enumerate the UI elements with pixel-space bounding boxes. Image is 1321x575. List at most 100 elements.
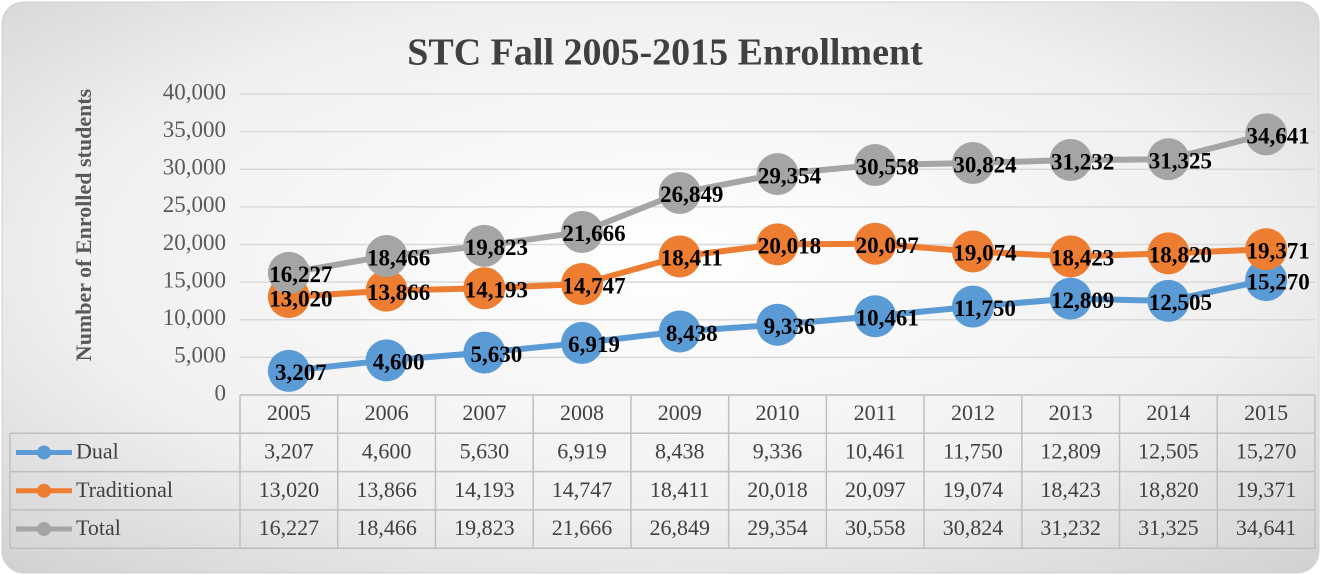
x-tick-label: 2011 [854, 400, 897, 425]
marker [1147, 279, 1190, 322]
data-label: 13,020 [269, 286, 332, 311]
marker [951, 142, 994, 185]
marker [1147, 232, 1190, 275]
marker [365, 339, 408, 382]
data-label: 18,423 [1051, 246, 1114, 271]
table-cell: 29,354 [747, 515, 808, 540]
table-cell: 20,097 [845, 477, 906, 502]
legend-key-marker [37, 522, 51, 537]
marker [1049, 277, 1092, 320]
table-cell: 21,666 [552, 515, 613, 540]
marker [951, 285, 994, 328]
table-cell: 6,919 [557, 438, 607, 463]
data-label: 20,097 [856, 233, 919, 258]
marker [658, 310, 701, 353]
y-tick-label: 40,000 [163, 79, 226, 104]
x-tick-label: 2008 [560, 400, 604, 425]
table-cell: 16,227 [259, 515, 320, 540]
marker [756, 223, 799, 266]
table-cell: 26,849 [650, 515, 711, 540]
y-tick-label: 0 [215, 380, 227, 405]
marker [1147, 138, 1190, 181]
data-label: 5,630 [470, 342, 522, 367]
data-label: 19,823 [465, 235, 528, 260]
table-cell: 14,747 [552, 477, 613, 502]
data-label: 18,820 [1149, 243, 1212, 268]
table-cell: 3,207 [264, 438, 314, 463]
marker [854, 222, 897, 265]
y-tick-label: 5,000 [174, 343, 226, 368]
data-label: 14,747 [562, 273, 625, 298]
y-axis-label: Number of Enrolled students [71, 88, 96, 361]
data-label: 18,411 [661, 246, 723, 271]
table-cell: 4,600 [362, 438, 412, 463]
table-cell: 13,866 [356, 477, 417, 502]
x-tick-label: 2007 [462, 400, 506, 425]
table-cell: 19,371 [1236, 477, 1297, 502]
data-label: 15,270 [1247, 269, 1310, 294]
data-label: 34,641 [1247, 124, 1310, 149]
marker [267, 349, 310, 392]
x-tick-label: 2012 [951, 400, 995, 425]
data-label: 6,919 [568, 332, 620, 357]
marker [365, 235, 408, 278]
marker [1245, 259, 1288, 302]
data-label: 31,232 [1051, 149, 1114, 174]
x-tick-label: 2010 [756, 400, 800, 425]
data-label: 9,336 [764, 314, 816, 339]
legend-key-marker [37, 445, 51, 460]
y-tick-label: 25,000 [163, 192, 226, 217]
marker [756, 153, 799, 196]
table-cell: 19,823 [454, 515, 515, 540]
table-cell: 18,423 [1040, 477, 1101, 502]
data-label: 18,466 [367, 245, 430, 270]
marker [658, 171, 701, 214]
table-cell: 12,505 [1138, 438, 1199, 463]
x-tick-label: 2014 [1146, 400, 1190, 425]
marker [854, 295, 897, 338]
data-label: 11,750 [954, 296, 1016, 321]
marker [756, 303, 799, 346]
y-tick-label: 35,000 [163, 117, 226, 142]
marker [463, 331, 506, 374]
table-cell: 18,466 [356, 515, 417, 540]
table-cell: 14,193 [454, 477, 515, 502]
marker [463, 267, 506, 310]
data-label: 19,074 [953, 241, 1017, 266]
table-cell: 34,641 [1236, 515, 1297, 540]
data-label: 16,227 [269, 262, 332, 287]
data-label: 29,354 [758, 163, 822, 188]
marker [1245, 228, 1288, 271]
marker [561, 321, 604, 364]
x-tick-label: 2009 [658, 400, 702, 425]
legend-label: Traditional [76, 477, 173, 502]
legend-label: Dual [76, 438, 119, 463]
table-cell: 31,325 [1138, 515, 1199, 540]
data-label: 21,666 [562, 221, 625, 246]
legend-label: Total [76, 515, 121, 540]
x-tick-label: 2006 [365, 400, 409, 425]
y-tick-label: 20,000 [163, 230, 226, 255]
table-cell: 19,074 [943, 477, 1004, 502]
y-tick-label: 10,000 [163, 305, 226, 330]
x-tick-label: 2005 [267, 400, 311, 425]
table-cell: 13,020 [259, 477, 320, 502]
marker [365, 269, 408, 312]
table-cell: 30,558 [845, 515, 906, 540]
data-label: 4,600 [373, 350, 425, 375]
marker [1049, 138, 1092, 181]
data-label: 13,866 [367, 280, 430, 305]
marker [951, 230, 994, 273]
table-cell: 15,270 [1236, 438, 1297, 463]
marker [854, 144, 897, 187]
data-label: 30,558 [856, 154, 919, 179]
table-cell: 12,809 [1040, 438, 1101, 463]
marker [1049, 235, 1092, 278]
chart-title: STC Fall 2005-2015 Enrollment [407, 32, 923, 74]
y-tick-label: 30,000 [163, 155, 226, 180]
marker [561, 210, 604, 253]
table-cell: 31,232 [1040, 515, 1101, 540]
marker [463, 224, 506, 267]
data-label: 30,824 [953, 152, 1017, 177]
